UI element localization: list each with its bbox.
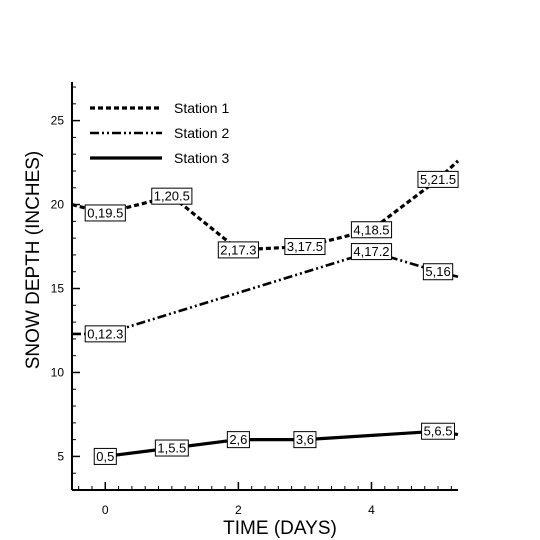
data-label-box [93, 447, 117, 465]
data-label-s2: 4,17.2 [350, 243, 393, 261]
data-label-text: 0,12.3 [87, 326, 123, 341]
data-label-s3: 5,6.5 [421, 422, 455, 440]
data-label-text: 0,5 [96, 449, 114, 464]
series-lines [71, 159, 460, 458]
legend-label-1: Station 1 [174, 100, 229, 116]
x-tick-label: 4 [368, 503, 375, 517]
data-label-box [217, 241, 259, 259]
data-label-s2: 0,12.3 [84, 325, 126, 343]
data-label-box [422, 263, 454, 281]
x-tick-label: 2 [235, 503, 242, 517]
legend-label-2: Station 2 [174, 125, 229, 141]
y-tick-label: 10 [51, 365, 65, 379]
series-line-1 [71, 159, 460, 252]
data-label-box [293, 431, 317, 449]
data-label-text: 3,6 [296, 432, 314, 447]
data-label-s3: 3,6 [293, 431, 317, 449]
data-label-s2: 5,16 [422, 263, 454, 281]
data-label-box [421, 422, 455, 440]
y-tick-label: 20 [51, 198, 65, 212]
legend: Station 1 Station 2 Station 3 [90, 100, 229, 166]
data-label-s3: 2,6 [226, 431, 250, 449]
data-label-box [284, 238, 326, 256]
data-label-text: 2,6 [229, 432, 247, 447]
data-label-text: 3,17.5 [287, 239, 323, 254]
data-label-text: 1,20.5 [154, 189, 190, 204]
data-label-s3: 0,5 [93, 447, 117, 465]
data-label-s1: 1,20.5 [151, 187, 193, 205]
y-tick-label: 15 [51, 282, 65, 296]
data-label-s1: 0,19.5 [84, 204, 126, 222]
data-label-s1: 4,18.5 [350, 221, 393, 239]
data-label-s1: 3,17.5 [284, 238, 326, 256]
data-label-box [417, 170, 459, 188]
data-label-text: 5,16 [425, 264, 450, 279]
series-line-2 [72, 250, 459, 336]
data-label-s1: 2,17.3 [217, 241, 259, 259]
data-label-box [151, 187, 193, 205]
data-label-box [226, 431, 250, 449]
data-label-text: 1,5.5 [157, 441, 186, 456]
x-axis-title: TIME (DAYS) [223, 518, 337, 539]
data-label-text: 2,17.3 [220, 242, 256, 257]
y-tick-label: 25 [51, 114, 65, 128]
y-tick-label: 5 [57, 449, 64, 463]
data-label-box [84, 204, 126, 222]
data-label-text: 5,21.5 [420, 172, 456, 187]
data-label-text: 4,18.5 [353, 222, 389, 237]
data-labels: 0,19.5 1,20.5 2,17.3 3,17.5 4,18.5 5,21.5 0,12… [84, 170, 459, 465]
data-label-box [350, 243, 393, 261]
data-label-text: 0,19.5 [87, 205, 123, 220]
data-label-s3: 1,5.5 [154, 439, 189, 457]
data-label-text: 5,6.5 [424, 424, 453, 439]
data-label-text: 4,17.2 [353, 244, 389, 259]
data-label-s1: 5,21.5 [417, 170, 459, 188]
x-tick-label: 0 [102, 503, 109, 517]
data-label-box [84, 325, 126, 343]
axes: 5 10 15 20 25 0 2 4 [51, 82, 458, 517]
legend-label-3: Station 3 [174, 150, 229, 166]
data-label-box [350, 221, 393, 239]
y-axis-title: SNOW DEPTH (INCHES) [23, 151, 44, 370]
data-label-box [154, 439, 189, 457]
